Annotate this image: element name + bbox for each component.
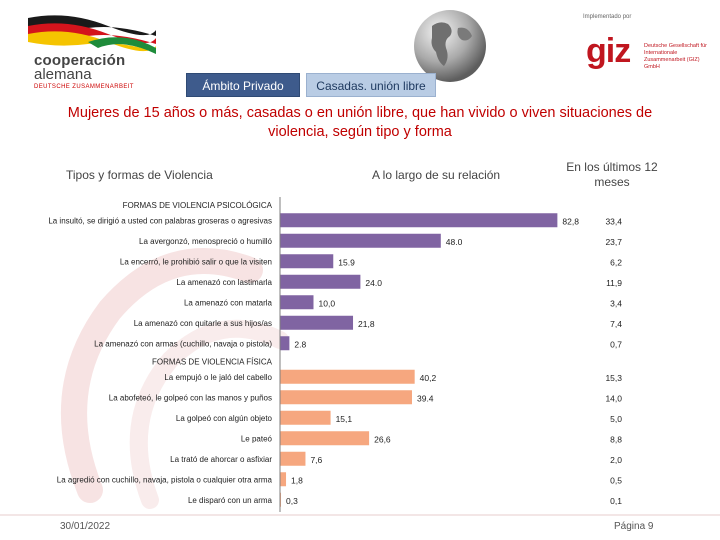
data-label-lifetime: 21,8 — [358, 319, 375, 329]
category-label: Le pateó — [241, 434, 273, 443]
bar-lifetime — [280, 233, 441, 248]
category-label: La amenazó con quitarle a sus hijos/as — [134, 319, 272, 328]
bar-lifetime — [280, 451, 306, 466]
category-label: La avergonzó, menospreció o humilló — [139, 237, 273, 246]
data-label-lifetime: 0,3 — [286, 496, 298, 506]
group-header: FORMAS DE VIOLENCIA FÍSICA — [152, 358, 273, 367]
column-header-types: Tipos y formas de Violencia — [66, 168, 213, 182]
data-label-lifetime: 24.0 — [365, 278, 382, 288]
category-label: La amenazó con lastimarla — [176, 278, 272, 287]
data-label-last12: 0,5 — [610, 475, 622, 485]
coop-line2: alemana — [34, 66, 92, 83]
data-label-lifetime: 15.9 — [338, 257, 355, 267]
category-label: La insultó, se dirigió a usted con palab… — [48, 216, 272, 225]
bar-lifetime — [280, 492, 282, 507]
data-label-last12: 8,8 — [610, 434, 622, 444]
tab-casadas-union-libre[interactable]: Casadas. unión libre — [306, 73, 436, 97]
bar-lifetime — [280, 410, 331, 425]
coop-line3: DEUTSCHE ZUSAMMENARBEIT — [34, 84, 134, 90]
chart-title: Mujeres de 15 años o más, casadas o en u… — [67, 105, 653, 140]
data-label-last12: 5,0 — [610, 414, 622, 424]
data-label-last12: 7,4 — [610, 319, 622, 329]
footer-date: 30/01/2022 — [60, 521, 111, 532]
data-label-last12: 14,0 — [605, 393, 622, 403]
bar-lifetime — [280, 472, 287, 487]
category-label: Le disparó con un arma — [188, 496, 273, 505]
category-label: La abofeteó, le golpeó con las manos y p… — [109, 393, 272, 402]
data-label-last12: 6,2 — [610, 257, 622, 267]
data-label-last12: 3,4 — [610, 298, 622, 308]
bar-lifetime — [280, 315, 354, 330]
category-label: La amenazó con armas (cuchillo, navaja o… — [94, 339, 272, 348]
implemented-by-label: Implementado por — [583, 14, 632, 20]
watermark-swirl-icon — [61, 248, 289, 509]
data-label-last12: 23,7 — [605, 237, 622, 247]
bar-lifetime — [280, 336, 290, 351]
data-label-lifetime: 39.4 — [417, 393, 434, 403]
data-label-lifetime: 48.0 — [446, 237, 463, 247]
category-label: La empujó o le jaló del cabello — [164, 373, 272, 382]
data-label-last12: 0,1 — [610, 496, 622, 506]
data-label-lifetime: 82,8 — [562, 216, 579, 226]
data-label-last12: 15,3 — [605, 373, 622, 383]
category-label: La encerró, le prohibió salir o que la v… — [120, 257, 272, 266]
data-label-lifetime: 1,8 — [291, 475, 303, 485]
globe-icon — [414, 10, 486, 82]
data-label-lifetime: 26,6 — [374, 434, 391, 444]
column-header-lifetime: A lo largo de su relación — [372, 168, 501, 182]
bar-lifetime — [280, 369, 415, 384]
group-header: FORMAS DE VIOLENCIA PSICOLÓGICA — [123, 201, 273, 210]
data-label-lifetime: 40,2 — [420, 373, 437, 383]
data-label-last12: 33,4 — [605, 216, 622, 226]
data-label-lifetime: 15,1 — [336, 414, 353, 424]
bar-lifetime — [280, 431, 370, 446]
column-header-last12: En los últimos 12 meses — [566, 160, 658, 189]
bar-lifetime — [280, 295, 314, 310]
bar-lifetime — [280, 213, 558, 228]
footer-page-number: Página 9 — [614, 521, 654, 532]
data-label-lifetime: 2.8 — [294, 339, 306, 349]
data-label-lifetime: 10,0 — [319, 298, 336, 308]
category-label: La trató de ahorcar o asfixiar — [170, 455, 272, 464]
coop-line1: cooperación — [34, 52, 126, 69]
data-label-lifetime: 7,6 — [310, 455, 322, 465]
cooperacion-alemana-logo: cooperación alemana DEUTSCHE ZUSAMMENARB… — [28, 8, 168, 90]
bar-lifetime — [280, 274, 361, 289]
data-label-last12: 2,0 — [610, 455, 622, 465]
data-label-last12: 11,9 — [606, 278, 622, 288]
german-bolivian-flag-icon — [28, 15, 156, 54]
category-label: La golpeó con algún objeto — [176, 414, 273, 423]
footer-divider — [0, 514, 720, 516]
tab-ambito-privado[interactable]: Ámbito Privado — [186, 73, 300, 97]
bar-lifetime — [280, 390, 412, 405]
bar-lifetime — [280, 254, 334, 269]
category-label: La amenazó con matarla — [184, 298, 273, 307]
giz-subtitle: Deutsche Gesellschaft für Internationale… — [644, 43, 707, 70]
giz-logo: giz — [586, 32, 631, 70]
data-label-last12: 0,7 — [610, 339, 622, 349]
category-label: La agredió con cuchillo, navaja, pistola… — [57, 475, 273, 484]
